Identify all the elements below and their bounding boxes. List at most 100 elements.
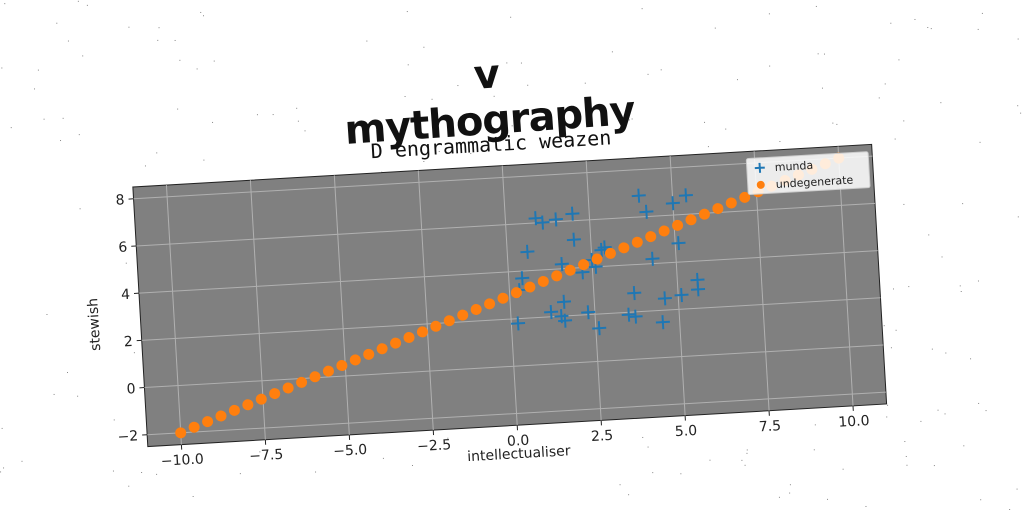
munda-point bbox=[535, 215, 550, 230]
undegenerate-point bbox=[712, 203, 724, 215]
munda-point bbox=[556, 294, 572, 309]
undegenerate-point bbox=[618, 242, 630, 254]
munda-point bbox=[657, 291, 672, 306]
y-tick-label: 6 bbox=[118, 240, 128, 256]
y-axis-ticks: −2 0 2 4 6 8 bbox=[115, 192, 148, 445]
y-tick-label: 2 bbox=[123, 334, 133, 350]
y-tick-label: −2 bbox=[117, 428, 139, 445]
x-tick-label: −7.5 bbox=[249, 447, 284, 465]
undegenerate-point bbox=[202, 416, 214, 428]
undegenerate-point bbox=[672, 219, 684, 231]
x-gridline bbox=[585, 160, 602, 421]
undegenerate-point bbox=[457, 309, 469, 321]
legend-box bbox=[745, 151, 871, 195]
undegenerate-point bbox=[685, 214, 697, 226]
munda-point bbox=[655, 315, 670, 330]
x-tick-label: −2.5 bbox=[417, 437, 452, 455]
munda-point bbox=[645, 251, 660, 266]
munda-point bbox=[581, 305, 596, 320]
x-gridline bbox=[333, 175, 350, 435]
munda-point bbox=[565, 206, 580, 221]
munda-point bbox=[671, 236, 686, 251]
munda-point bbox=[544, 304, 559, 320]
y-gridline bbox=[141, 297, 881, 341]
undegenerate-point bbox=[497, 292, 509, 304]
legend-munda-marker bbox=[754, 162, 765, 173]
x-tick-label: −5.0 bbox=[333, 442, 368, 460]
undegenerate-point bbox=[175, 427, 187, 439]
legend: munda undegenerate bbox=[745, 151, 871, 195]
legend-undegenerate-label: undegenerate bbox=[775, 174, 853, 191]
undegenerate-point bbox=[739, 191, 751, 203]
munda-point bbox=[621, 307, 636, 322]
undegenerate-point bbox=[443, 315, 455, 327]
undegenerate-point bbox=[604, 247, 616, 259]
undegenerate-point bbox=[322, 365, 334, 377]
y-gridline bbox=[138, 250, 878, 294]
undegenerate-point bbox=[591, 253, 603, 265]
munda-point bbox=[554, 257, 569, 272]
y-tick-label: 8 bbox=[115, 192, 125, 208]
munda-point bbox=[566, 232, 581, 247]
undegenerate-point bbox=[470, 303, 482, 315]
undegenerate-point bbox=[390, 337, 402, 349]
x-tick-label: 5.0 bbox=[674, 423, 697, 440]
y-gridline bbox=[136, 202, 876, 247]
undegenerate-point bbox=[309, 371, 321, 383]
undegenerate-point bbox=[510, 287, 522, 299]
x-tick-label: 7.5 bbox=[758, 418, 781, 435]
munda-point bbox=[558, 313, 573, 328]
legend-undegenerate-marker bbox=[756, 180, 765, 189]
x-gridline bbox=[165, 185, 182, 445]
undegenerate-point bbox=[188, 421, 200, 433]
munda-point bbox=[674, 287, 689, 303]
undegenerate-point bbox=[725, 197, 737, 209]
x-axis-ticks: −10.0 −7.5 −5.0 −2.5 0.0 2.5 5.0 7.5 10.0 bbox=[160, 405, 870, 470]
undegenerate-point bbox=[537, 275, 549, 287]
y-tick-label: 0 bbox=[126, 381, 136, 397]
undegenerate-point bbox=[376, 343, 388, 355]
munda-point bbox=[515, 271, 530, 286]
x-gridline bbox=[417, 170, 434, 431]
y-gridline bbox=[144, 344, 884, 389]
chart-subtitle: D engrammatic weazen bbox=[370, 125, 612, 163]
undegenerate-point bbox=[336, 360, 348, 372]
munda-point bbox=[597, 240, 612, 255]
y-tick-label: 4 bbox=[121, 287, 131, 303]
undegenerate-point bbox=[524, 281, 536, 293]
munda-point bbox=[594, 242, 609, 257]
undegenerate-point bbox=[282, 382, 294, 394]
munda-point bbox=[639, 204, 654, 219]
series-munda bbox=[511, 188, 706, 336]
undegenerate-point bbox=[403, 332, 415, 344]
x-tick-label: 0.0 bbox=[507, 433, 530, 450]
undegenerate-point bbox=[228, 404, 240, 416]
munda-point bbox=[665, 196, 680, 211]
y-axis-label: stewish bbox=[85, 298, 104, 352]
undegenerate-point bbox=[645, 231, 657, 243]
undegenerate-point bbox=[255, 393, 267, 405]
undegenerate-point bbox=[215, 410, 227, 422]
munda-point bbox=[678, 188, 693, 203]
x-gridline bbox=[501, 165, 518, 426]
undegenerate-point bbox=[698, 208, 710, 220]
undegenerate-point bbox=[578, 259, 590, 271]
undegenerate-point bbox=[416, 326, 428, 338]
munda-point bbox=[691, 282, 706, 297]
undegenerate-point bbox=[430, 320, 442, 332]
munda-point bbox=[631, 188, 646, 203]
undegenerate-point bbox=[484, 298, 496, 310]
undegenerate-point bbox=[242, 399, 254, 411]
x-tick-label: −10.0 bbox=[160, 451, 204, 469]
munda-point bbox=[548, 212, 563, 227]
undegenerate-point bbox=[296, 376, 308, 388]
undegenerate-point bbox=[349, 354, 361, 366]
x-tick-label: 2.5 bbox=[591, 428, 614, 445]
undegenerate-point bbox=[658, 225, 670, 237]
y-gridline bbox=[147, 391, 886, 436]
undegenerate-point bbox=[269, 388, 281, 400]
undegenerate-point bbox=[564, 264, 576, 276]
munda-point bbox=[627, 285, 642, 301]
x-axis-label: intellectualiser bbox=[467, 443, 571, 465]
